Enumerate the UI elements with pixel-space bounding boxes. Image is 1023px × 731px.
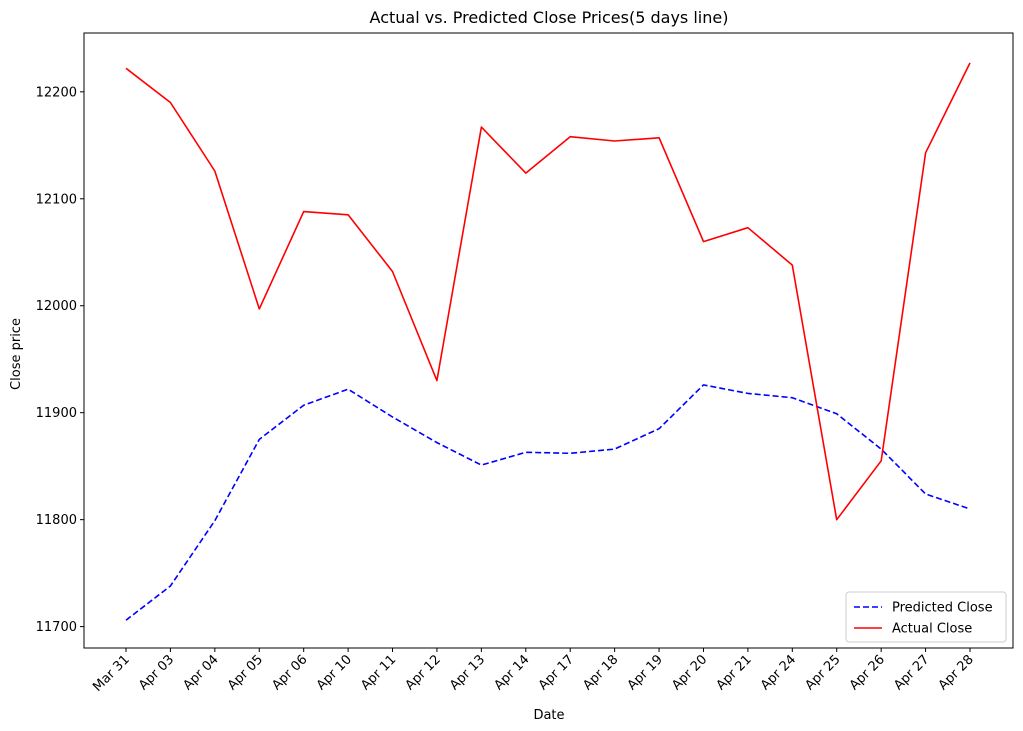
series-line-predicted-close	[125, 384, 971, 621]
x-axis-label: Date	[533, 708, 564, 723]
legend: Predicted Close Actual Close	[845, 591, 1007, 643]
legend-label-predicted-close: Predicted Close	[892, 601, 993, 616]
y-tick-label: 12200	[36, 85, 77, 100]
legend-box	[845, 591, 1007, 643]
y-tick-label: 11900	[36, 406, 77, 421]
y-axis: 11700 11800 11900 12000 12100 12200	[36, 85, 84, 635]
plot-area	[125, 62, 971, 621]
y-tick-label: 11800	[36, 513, 77, 528]
legend-label-actual-close: Actual Close	[892, 622, 972, 637]
y-tick-label: 12000	[36, 299, 77, 314]
series-line-actual-close	[125, 62, 971, 521]
axes-frame	[83, 32, 1014, 649]
y-tick-label: 12100	[36, 192, 77, 207]
chart-title: Actual vs. Predicted Close Prices(5 days…	[370, 8, 729, 27]
y-axis-label: Close price	[9, 318, 24, 390]
y-tick-label: 11700	[36, 620, 77, 635]
